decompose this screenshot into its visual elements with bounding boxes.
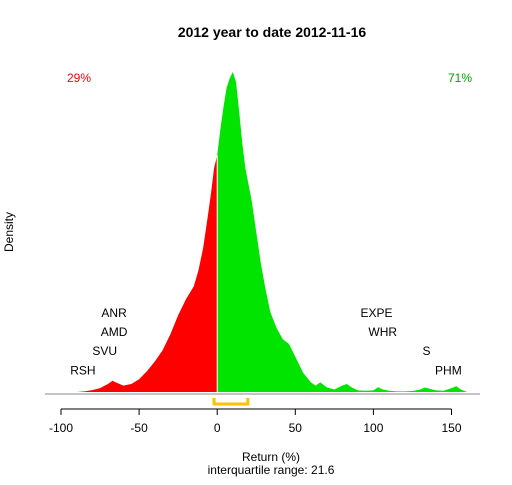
x-axis: -100 -50 0 50 100 150 <box>49 408 462 435</box>
x-tick-label: 0 <box>214 421 221 435</box>
positive-density-area <box>217 72 468 392</box>
ticker-label: PHM <box>435 363 462 377</box>
x-axis-label: Return (%) <box>242 450 300 464</box>
ticker-label: S <box>423 344 431 358</box>
chart-title: 2012 year to date 2012-11-16 <box>178 24 367 40</box>
iqr-bracket <box>212 398 250 406</box>
iqr-subtitle: interquartile range: 21.6 <box>208 463 335 477</box>
x-tick-label: -100 <box>49 421 73 435</box>
ticker-label: EXPE <box>361 306 393 320</box>
x-tick-label: 50 <box>289 421 303 435</box>
ticker-label: ANR <box>101 306 127 320</box>
ticker-label: SVU <box>92 344 117 358</box>
plot-area <box>76 72 468 392</box>
x-tick-label: 100 <box>363 421 383 435</box>
ticker-label: WHR <box>368 325 397 339</box>
ticker-label: RSH <box>70 363 95 377</box>
x-tick-label: -50 <box>130 421 148 435</box>
y-axis-label: Density <box>2 212 16 252</box>
iqr-bracket-line <box>212 398 250 406</box>
ticker-label: AMD <box>101 325 128 339</box>
x-tick-label: 150 <box>441 421 461 435</box>
percent-negative-label: 29% <box>67 71 91 85</box>
ticker-annotations: RSH SVU AMD ANR EXPE WHR S PHM <box>70 306 462 378</box>
percent-positive-label: 71% <box>448 71 472 85</box>
negative-density-area <box>76 155 218 392</box>
